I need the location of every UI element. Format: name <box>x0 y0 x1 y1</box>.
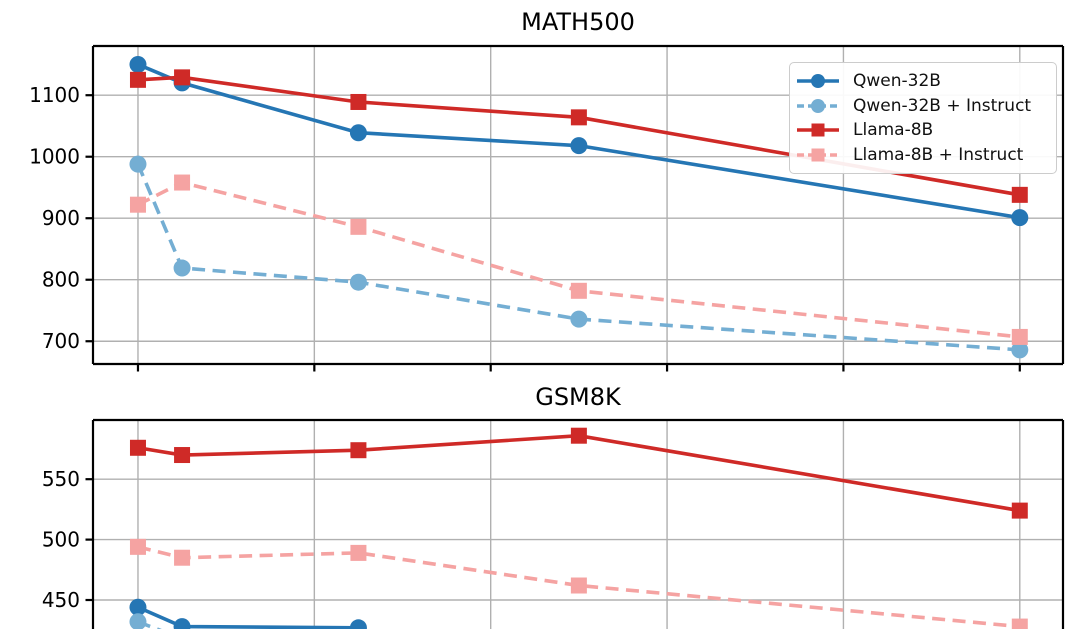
legend: Qwen-32B Qwen-32B + Instruct Llama-8B Llama… <box>789 62 1057 174</box>
y-tick-label: 550 <box>42 467 80 491</box>
legend-square-marker-icon <box>811 123 825 137</box>
marker-llama-8b <box>174 447 191 464</box>
legend-label: Llama-8B <box>853 120 934 141</box>
marker-qwen-32b <box>1011 209 1029 227</box>
marker-qwen-32b-instruct <box>129 155 147 173</box>
marker-llama-8b-instruct <box>1011 618 1028 629</box>
marker-llama-8b <box>570 427 587 444</box>
marker-llama-8b-instruct <box>570 282 587 299</box>
legend-square-marker-icon <box>811 148 825 162</box>
marker-llama-8b-instruct <box>174 174 191 191</box>
marker-qwen-32b <box>129 55 147 73</box>
y-tick-label: 700 <box>42 329 80 353</box>
marker-llama-8b-instruct <box>129 196 146 213</box>
marker-qwen-32b <box>173 618 191 629</box>
marker-llama-8b-instruct <box>570 577 587 594</box>
legend-entry-qwen-32b-instruct: Qwen-32B + Instruct <box>795 96 1050 116</box>
marker-qwen-32b <box>570 137 588 155</box>
series-line-qwen-32b <box>137 605 359 629</box>
legend-label: Qwen-32B <box>853 70 941 91</box>
legend-circle-marker-icon <box>811 98 825 113</box>
series-line-llama-8b <box>137 433 1021 513</box>
chart-svg-1: 550 500 450 <box>42 418 1065 629</box>
marker-llama-8b <box>350 93 367 110</box>
legend-sample-llama-8b <box>797 123 839 137</box>
y-tick-label: 1000 <box>29 145 80 169</box>
y-tick-label: 900 <box>42 206 80 230</box>
marker-llama-8b-instruct <box>350 544 367 561</box>
legend-entry-qwen-32b: Qwen-32B <box>795 71 1050 91</box>
marker-llama-8b-instruct <box>350 218 367 235</box>
legend-entry-llama-8b-instruct: Llama-8B + Instruct <box>795 145 1050 165</box>
marker-llama-8b-instruct <box>174 549 191 566</box>
chart-title-gsm8k: GSM8K <box>535 383 621 411</box>
marker-llama-8b-instruct <box>1011 328 1028 345</box>
marker-qwen-32b <box>349 619 367 629</box>
chart-title-math500: MATH500 <box>521 8 635 36</box>
marker-qwen-32b-instruct <box>349 273 367 291</box>
y-tick-label: 1100 <box>29 83 80 107</box>
legend-label: Llama-8B + Instruct <box>853 145 1024 166</box>
marker-llama-8b <box>350 442 367 459</box>
marker-qwen-32b-instruct <box>173 259 191 277</box>
marker-qwen-32b-instruct <box>570 310 588 328</box>
marker-llama-8b <box>1011 186 1028 203</box>
y-tick-label: 500 <box>42 528 80 552</box>
marker-llama-8b <box>129 439 146 456</box>
series-line-llama-8b-instruct <box>137 545 1020 629</box>
legend-circle-marker-icon <box>811 73 825 88</box>
legend-sample-llama-8b-instruct <box>797 148 839 162</box>
marker-llama-8b <box>1011 502 1028 519</box>
y-tick-label: 450 <box>42 588 80 612</box>
marker-llama-8b <box>570 109 587 126</box>
legend-label: Qwen-32B + Instruct <box>853 95 1032 116</box>
marker-qwen-32b <box>129 598 147 616</box>
legend-entry-llama-8b: Llama-8B <box>795 120 1050 140</box>
marker-qwen-32b-instruct <box>1011 341 1029 359</box>
marker-qwen-32b <box>349 124 367 142</box>
marker-llama-8b-instruct <box>129 538 146 555</box>
chart-svg-0: 1100 1000 900 800 700 <box>29 44 1065 372</box>
legend-sample-qwen-32b-instruct <box>797 98 839 113</box>
marker-llama-8b <box>174 69 191 86</box>
marker-llama-8b <box>129 71 146 88</box>
legend-sample-qwen-32b <box>797 73 839 88</box>
marker-qwen-32b-instruct <box>129 613 147 629</box>
y-tick-label: 800 <box>42 268 80 292</box>
